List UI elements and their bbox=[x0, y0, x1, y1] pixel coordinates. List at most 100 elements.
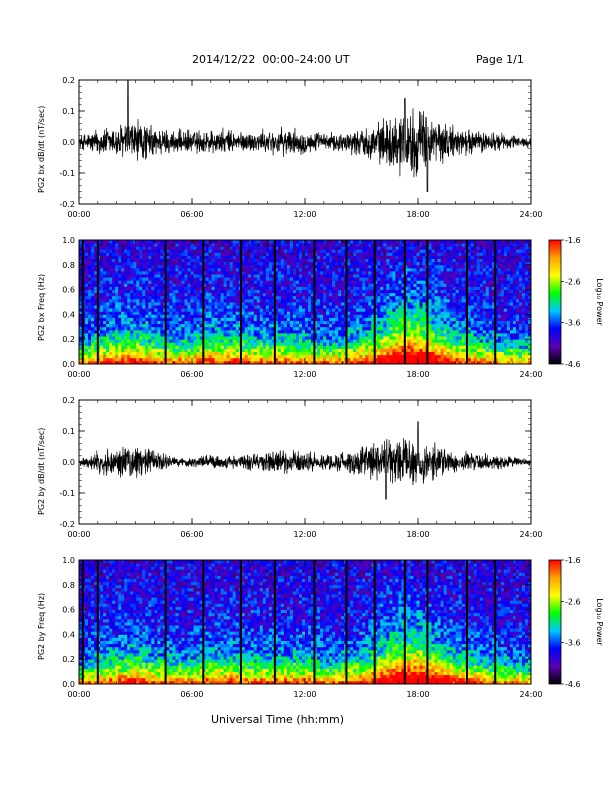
heatmap-cell bbox=[301, 354, 306, 359]
heatmap-cell bbox=[419, 283, 423, 287]
heatmap-cell bbox=[410, 289, 414, 294]
heatmap-cell bbox=[193, 336, 197, 340]
heatmap-cell bbox=[121, 271, 125, 275]
heatmap-cell bbox=[431, 264, 435, 269]
heatmap-cell bbox=[295, 255, 300, 259]
heatmap-cell bbox=[335, 323, 339, 328]
heatmap-cell bbox=[392, 298, 396, 303]
heatmap-cell bbox=[332, 302, 336, 306]
heatmap-cell bbox=[407, 261, 411, 266]
heatmap-cell bbox=[193, 277, 197, 281]
heatmap-cell bbox=[416, 317, 420, 321]
heatmap-cell bbox=[199, 305, 203, 309]
heatmap-cell bbox=[112, 320, 116, 325]
heatmap-cell bbox=[289, 336, 294, 340]
heatmap-cell bbox=[142, 271, 146, 275]
heatmap-cell bbox=[365, 357, 369, 362]
heatmap-cell bbox=[205, 267, 209, 272]
heatmap-cell bbox=[395, 339, 399, 343]
heatmap-cell bbox=[181, 271, 185, 275]
heatmap-cell bbox=[353, 333, 357, 337]
heatmap-cell bbox=[392, 243, 396, 247]
heatmap-cell bbox=[280, 339, 285, 343]
heatmap-cell bbox=[338, 320, 342, 325]
heatmap-cell bbox=[308, 311, 312, 315]
heatmap-cell bbox=[214, 336, 219, 340]
heatmap-cell bbox=[323, 258, 327, 263]
heatmap-cell bbox=[124, 243, 128, 247]
page-number: Page 1/1 bbox=[476, 53, 524, 66]
heatmap-cell bbox=[428, 354, 432, 359]
heatmap-cell bbox=[199, 271, 203, 275]
heatmap-cell bbox=[280, 302, 285, 306]
heatmap-cell bbox=[280, 351, 285, 356]
heatmap-cell bbox=[190, 271, 194, 275]
heatmap-cell bbox=[392, 286, 396, 290]
heatmap-cell bbox=[359, 283, 363, 287]
heatmap-cell bbox=[404, 261, 408, 266]
heatmap-cell bbox=[253, 348, 258, 352]
heatmap-cell bbox=[326, 354, 330, 359]
heatmap-cell bbox=[389, 255, 393, 259]
heatmap-cell bbox=[232, 357, 237, 362]
heatmap-cell bbox=[223, 295, 228, 300]
heatmap-cell bbox=[380, 255, 384, 259]
heatmap-cell bbox=[223, 314, 228, 318]
heatmap-cell bbox=[353, 360, 357, 365]
heatmap-cell bbox=[268, 298, 273, 303]
heatmap-cell bbox=[301, 320, 306, 325]
heatmap-cell bbox=[301, 277, 306, 281]
heatmap-cell bbox=[434, 277, 438, 281]
heatmap-cell bbox=[88, 289, 92, 294]
heatmap-cell bbox=[241, 289, 246, 294]
heatmap-cell bbox=[280, 308, 285, 312]
heatmap-cell bbox=[106, 246, 110, 250]
heatmap-cell bbox=[169, 320, 173, 325]
heatmap-cell bbox=[386, 246, 390, 250]
heatmap-cell bbox=[419, 308, 423, 312]
heatmap-cell bbox=[106, 298, 110, 303]
heatmap-cell bbox=[250, 249, 255, 253]
heatmap-cell bbox=[413, 274, 417, 278]
heatmap-cell bbox=[121, 240, 125, 244]
heatmap-cell bbox=[280, 348, 285, 352]
heatmap-cell bbox=[274, 305, 279, 309]
heatmap-cell bbox=[323, 333, 327, 337]
heatmap-cell bbox=[109, 339, 113, 343]
heatmap-cell bbox=[100, 274, 104, 278]
heatmap-cell bbox=[308, 292, 312, 297]
heatmap-cell bbox=[181, 252, 185, 256]
heatmap-cell bbox=[79, 283, 83, 287]
heatmap-cell bbox=[440, 261, 445, 266]
heatmap-cell bbox=[350, 345, 354, 349]
heatmap-cell bbox=[226, 271, 231, 275]
heatmap-cell bbox=[193, 314, 197, 318]
heatmap-cell bbox=[259, 357, 264, 362]
heatmap-cell bbox=[241, 345, 246, 349]
heatmap-cell bbox=[187, 314, 191, 318]
heatmap-cell bbox=[283, 336, 288, 340]
heatmap-cell bbox=[151, 336, 155, 340]
heatmap-cell bbox=[250, 360, 255, 365]
heatmap-cell bbox=[256, 274, 261, 278]
heatmap-cell bbox=[392, 271, 396, 275]
heatmap-cell bbox=[160, 258, 164, 263]
heatmap-cell bbox=[94, 249, 98, 253]
heatmap-cell bbox=[286, 336, 291, 340]
heatmap-cell bbox=[389, 264, 393, 269]
heatmap-cell bbox=[184, 261, 188, 266]
heatmap-cell bbox=[395, 351, 399, 356]
heatmap-cell bbox=[178, 308, 182, 312]
heatmap-cell bbox=[407, 345, 411, 349]
heatmap-cell bbox=[386, 261, 390, 266]
heatmap-cell bbox=[395, 249, 399, 253]
heatmap-cell bbox=[241, 342, 246, 346]
heatmap-cell bbox=[259, 317, 264, 321]
heatmap-cell bbox=[253, 274, 258, 278]
heatmap-cell bbox=[196, 305, 200, 309]
heatmap-cell bbox=[211, 289, 215, 294]
heatmap-cell bbox=[229, 258, 234, 263]
heatmap-cell bbox=[190, 323, 194, 328]
heatmap-cell bbox=[401, 246, 405, 250]
heatmap-cell bbox=[311, 255, 315, 259]
